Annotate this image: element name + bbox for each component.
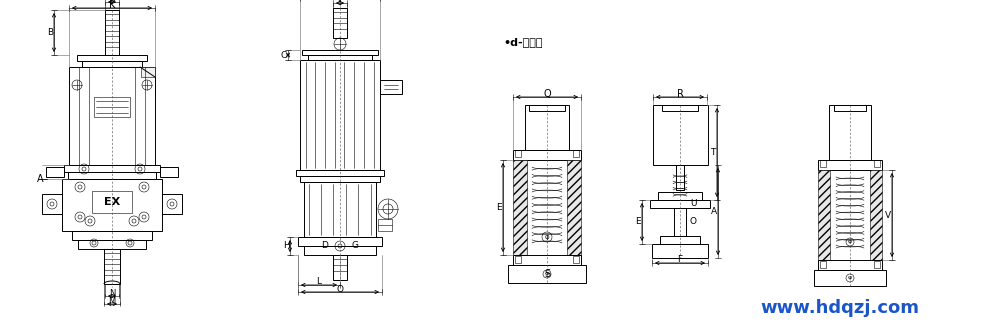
Bar — [308, 55, 372, 60]
Text: V: V — [885, 211, 891, 219]
Text: A: A — [37, 174, 43, 184]
Bar — [874, 160, 880, 167]
Bar — [333, 255, 347, 280]
Text: E: E — [635, 217, 641, 226]
Bar — [380, 80, 402, 94]
Bar — [300, 176, 380, 182]
Bar — [818, 160, 882, 170]
Text: www.hdqzj.com: www.hdqzj.com — [761, 299, 920, 317]
Bar — [513, 160, 527, 255]
Bar — [64, 165, 160, 172]
Bar — [42, 194, 62, 214]
Text: EX: EX — [104, 197, 120, 207]
Text: S: S — [544, 269, 550, 279]
Text: R: R — [677, 89, 683, 99]
Text: φ: φ — [545, 234, 549, 240]
Text: Q: Q — [543, 89, 551, 99]
Bar — [162, 194, 182, 214]
Text: O: O — [336, 284, 344, 293]
Text: F: F — [677, 255, 683, 265]
Bar — [515, 256, 521, 263]
Bar — [68, 172, 156, 179]
Bar — [573, 256, 579, 263]
Bar — [62, 179, 162, 231]
Text: E: E — [496, 203, 502, 212]
Bar — [653, 105, 708, 165]
Bar — [300, 60, 380, 170]
Text: F: F — [109, 0, 115, 4]
Text: C: C — [281, 50, 287, 59]
Bar — [820, 160, 826, 167]
Text: D: D — [321, 242, 328, 250]
Bar — [660, 236, 700, 244]
Bar — [105, 10, 119, 55]
Bar — [829, 105, 871, 160]
Bar — [82, 61, 142, 67]
Bar — [513, 150, 581, 160]
Bar — [69, 67, 155, 165]
Bar — [46, 167, 64, 177]
Bar — [658, 192, 702, 200]
Bar — [529, 105, 565, 111]
Bar — [94, 97, 130, 117]
Bar — [662, 105, 698, 111]
Bar — [525, 105, 569, 150]
Text: U: U — [690, 200, 696, 209]
Bar — [513, 255, 581, 265]
Bar — [304, 246, 376, 255]
Bar — [508, 265, 586, 283]
Text: F: F — [337, 0, 343, 5]
Bar — [333, 8, 347, 38]
Bar — [378, 219, 392, 231]
Bar — [304, 182, 376, 237]
Bar — [72, 231, 152, 240]
Bar — [652, 244, 708, 258]
Bar — [674, 208, 686, 236]
Bar — [141, 67, 155, 77]
Text: N: N — [109, 288, 115, 298]
Text: φ: φ — [848, 240, 852, 245]
Bar — [676, 165, 684, 190]
Text: φ: φ — [848, 276, 852, 280]
Bar — [515, 150, 521, 157]
Bar — [814, 270, 886, 286]
Bar — [567, 160, 581, 255]
Text: H: H — [283, 242, 289, 250]
Bar — [160, 167, 178, 177]
Bar — [92, 191, 132, 213]
Bar — [104, 249, 120, 284]
Text: A: A — [711, 207, 717, 216]
Text: M: M — [108, 296, 116, 306]
Bar — [298, 237, 382, 246]
Text: B: B — [47, 28, 53, 37]
Bar — [302, 50, 378, 55]
Text: •d-彈簧型: •d-彈簧型 — [503, 37, 542, 47]
Text: O: O — [690, 217, 697, 226]
Bar — [818, 260, 882, 270]
Text: T: T — [710, 148, 716, 157]
Bar — [77, 55, 147, 61]
Bar — [650, 200, 710, 208]
Text: K: K — [109, 0, 115, 10]
Bar — [874, 261, 880, 268]
Bar — [820, 261, 826, 268]
Bar — [834, 105, 866, 111]
Bar — [870, 170, 882, 260]
Bar — [296, 170, 384, 176]
Bar — [818, 170, 830, 260]
Bar — [573, 150, 579, 157]
Text: L: L — [316, 278, 322, 286]
Bar — [78, 240, 146, 249]
Text: G: G — [352, 242, 359, 250]
Text: φ: φ — [545, 272, 549, 277]
